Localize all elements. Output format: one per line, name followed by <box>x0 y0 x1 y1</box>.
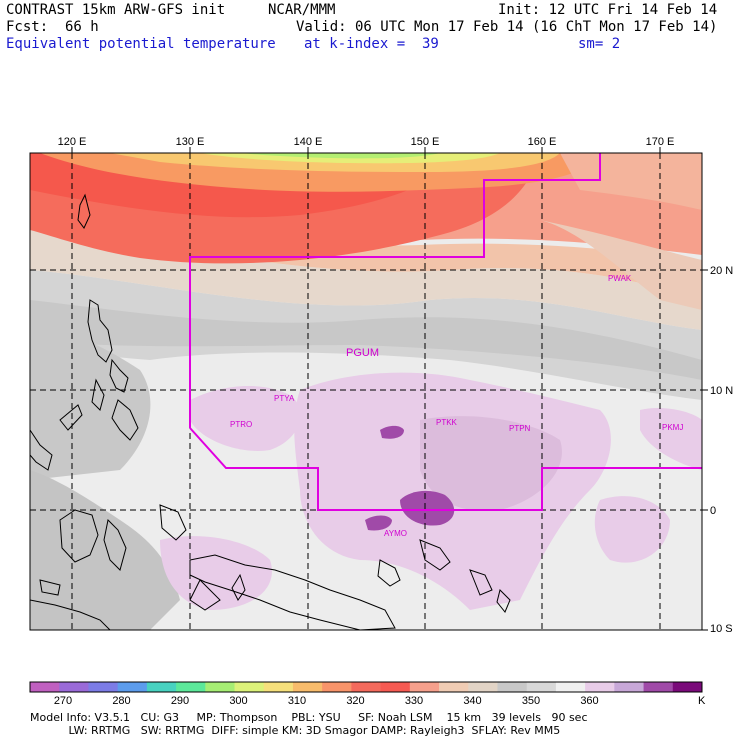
colorbar-tick-label: 330 <box>405 695 423 707</box>
colorbar-tick-label: 270 <box>54 695 72 707</box>
lat-label-0: 0 <box>710 505 716 517</box>
colorbar-unit: K <box>698 695 706 707</box>
colorbar <box>29 681 703 693</box>
colorbar-swatch <box>146 682 177 692</box>
station-aymo: AYMO <box>384 529 407 538</box>
station-pwak: PWAK <box>608 274 632 283</box>
colorbar-tick-label: 350 <box>522 695 540 707</box>
colorbar-swatch <box>263 682 294 692</box>
lon-label-140e: 140 E <box>294 136 323 148</box>
smoothing-info: sm= 2 <box>578 36 621 52</box>
colorbar-swatch <box>117 682 148 692</box>
colorbar-swatch <box>88 682 119 692</box>
colorbar-swatch <box>468 682 498 692</box>
colorbar-tick-label: 290 <box>171 695 189 707</box>
org-label: NCAR/MMM <box>268 2 336 18</box>
domain-boundary <box>189 153 702 511</box>
coastlines <box>30 193 511 630</box>
colorbar-swatch <box>234 682 265 692</box>
lat-label-20n: 20 N <box>710 265 733 277</box>
colorbar-swatch <box>380 682 411 692</box>
station-ptya: PTYA <box>274 394 295 403</box>
colorbar-swatch <box>409 682 440 692</box>
level-info: at k-index = 39 <box>304 36 439 52</box>
colorbar-tick-label: 340 <box>463 695 481 707</box>
theta-e-field <box>30 153 702 630</box>
colorbar-swatch <box>292 682 323 692</box>
colorbar-tick-labels: 270 280 290 300 310 320 330 340 350 360 <box>54 695 599 707</box>
colorbar-swatch <box>176 682 206 692</box>
colorbar-swatch <box>643 682 674 692</box>
colorbar-swatch <box>351 682 382 692</box>
forecast-hour: 66 h <box>65 19 99 35</box>
lon-label-170e: 170 E <box>646 136 675 148</box>
colorbar-tick-label: 320 <box>346 695 364 707</box>
station-labels: PGUM PTYA PTRO PTKK PTPN PKMJ PWAK AYMO <box>230 274 683 538</box>
colorbar-swatch <box>30 682 60 692</box>
colorbar-swatch <box>526 682 557 692</box>
forecast-label: Fcst: <box>6 19 49 35</box>
station-pkmj: PKMJ <box>662 423 683 432</box>
colorbar-swatch <box>439 682 469 692</box>
lon-label-160e: 160 E <box>528 136 557 148</box>
init-time: Init: 12 UTC Fri 14 Feb 14 <box>498 2 718 18</box>
colorbar-swatch <box>59 682 89 692</box>
station-pgum: PGUM <box>346 347 379 359</box>
model-info-line-2: LW: RRTMG SW: RRTMG DIFF: simple KM: 3D … <box>30 724 561 737</box>
colorbar-tick-label: 280 <box>112 695 130 707</box>
colorbar-tick-label: 300 <box>229 695 247 707</box>
lon-label-130e: 130 E <box>176 136 205 148</box>
map-frame <box>29 152 703 631</box>
lon-label-120e: 120 E <box>58 136 87 148</box>
colorbar-swatch <box>555 682 586 692</box>
station-ptkk: PTKK <box>436 418 458 427</box>
colorbar-swatch <box>497 682 528 692</box>
model-title: CONTRAST 15km ARW-GFS init <box>6 2 226 18</box>
valid-time: Valid: 06 UTC Mon 17 Feb 14 (16 ChT Mon … <box>296 19 718 35</box>
axis-ticks <box>71 147 708 631</box>
station-ptpn: PTPN <box>509 424 531 433</box>
lat-label-10s: 10 S <box>710 623 733 635</box>
colorbar-swatch <box>585 682 615 692</box>
colorbar-swatch <box>672 682 703 692</box>
station-ptro: PTRO <box>230 420 252 429</box>
lon-label-150e: 150 E <box>411 136 440 148</box>
field-name: Equivalent potential temperature <box>6 36 276 52</box>
colorbar-tick-label: 360 <box>580 695 598 707</box>
colorbar-swatch <box>322 682 352 692</box>
lat-label-10n: 10 N <box>710 385 733 397</box>
colorbar-frame <box>29 681 703 693</box>
model-info-line-1: Model Info: V3.5.1 CU: G3 MP: Thompson P… <box>30 711 588 724</box>
colorbar-swatch <box>205 682 236 692</box>
colorbar-tick-label: 310 <box>288 695 306 707</box>
colorbar-swatch <box>614 682 645 692</box>
